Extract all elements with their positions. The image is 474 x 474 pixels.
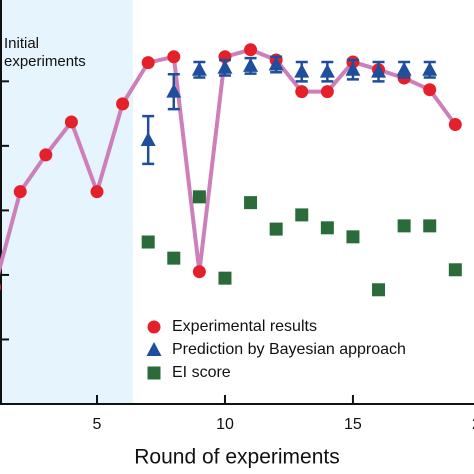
point [319, 63, 335, 78]
x-tick-label: 15 [344, 416, 362, 433]
point [192, 190, 206, 204]
x-tick-label: 10 [216, 416, 234, 433]
point [166, 83, 182, 98]
point [147, 320, 161, 334]
point [423, 219, 437, 233]
point [191, 61, 207, 76]
annotation-line: Initial [4, 35, 39, 52]
point [141, 56, 155, 70]
annotation-line: experiments [4, 53, 86, 70]
point [244, 43, 258, 57]
point [167, 251, 181, 265]
legend-label: Prediction by Bayesian approach [172, 341, 406, 358]
point [167, 50, 181, 64]
point [396, 61, 412, 76]
x-tick-label: 20 [472, 416, 474, 433]
point [244, 196, 258, 210]
legend-label: Experimental results [172, 318, 317, 335]
point [64, 115, 78, 129]
point [320, 221, 334, 235]
point [448, 118, 462, 132]
point [90, 185, 104, 199]
point [147, 366, 161, 380]
point [295, 85, 309, 99]
point [346, 230, 360, 244]
point [39, 148, 53, 162]
point [295, 208, 309, 222]
point [422, 61, 438, 76]
annotation: Initial experiments [4, 35, 86, 70]
point [372, 283, 386, 297]
point [294, 63, 310, 78]
initial-region [0, 0, 133, 404]
point [13, 185, 27, 199]
point [243, 57, 259, 72]
point [141, 235, 155, 249]
point [448, 263, 462, 277]
point [345, 61, 361, 76]
point [0, 283, 2, 291]
point [397, 219, 411, 233]
point [268, 56, 284, 71]
point [146, 342, 162, 356]
point [371, 63, 387, 78]
point [116, 97, 130, 111]
point [217, 59, 233, 74]
point [269, 222, 283, 236]
point [218, 271, 232, 285]
point [320, 85, 334, 99]
legend-label: EI score [172, 364, 231, 381]
point [192, 265, 206, 279]
x-tick-label: 5 [93, 416, 102, 433]
point [423, 83, 437, 97]
point [140, 132, 156, 147]
x-axis-label: Round of experiments [134, 446, 339, 469]
